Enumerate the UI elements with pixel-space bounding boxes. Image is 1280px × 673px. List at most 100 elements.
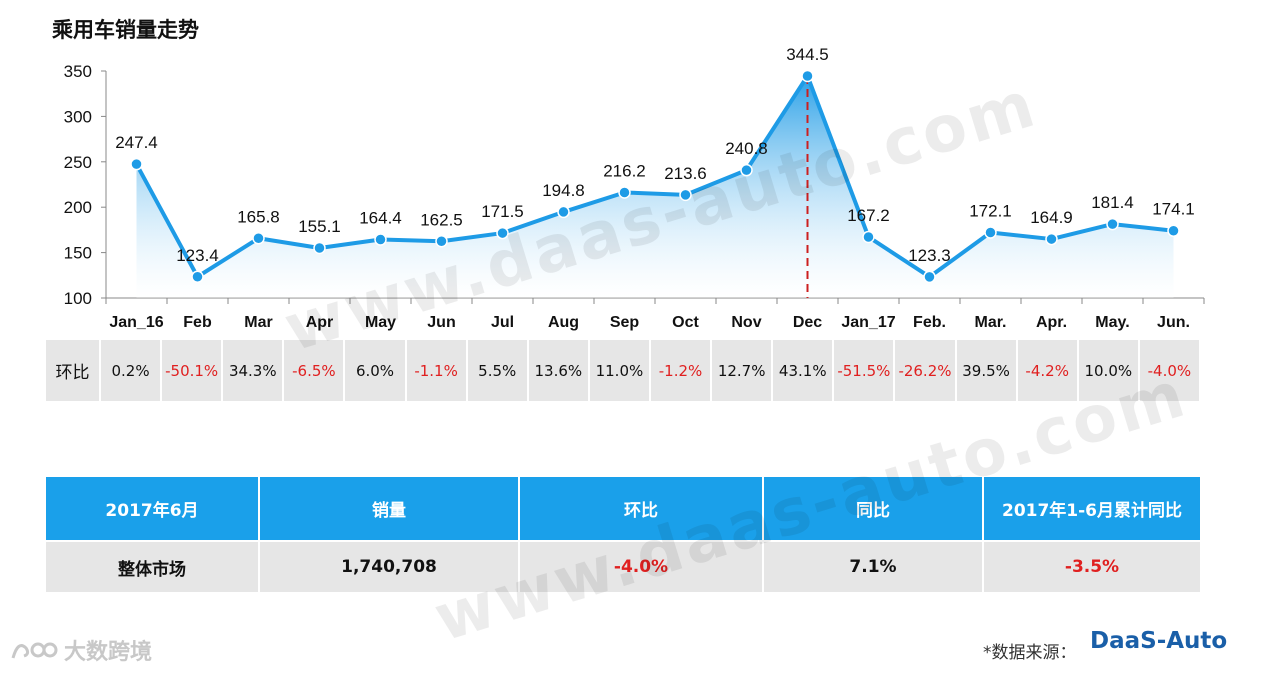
mom-cell: -6.5% [284,340,344,401]
data-point [496,226,509,240]
x-tick-label: Nov [731,314,761,331]
data-label: 167.2 [847,206,890,225]
y-axis: 350 300 250 200 150 100 [64,62,107,308]
y-tick-label: 150 [64,244,92,263]
summary-header-period: 2017年6月 [46,477,260,540]
daas-auto-logo: DaaS-Auto [1090,628,1227,654]
y-tick-label: 300 [64,107,92,126]
data-label: 240.8 [725,139,768,158]
brand-left-text: 大数跨境 [64,640,153,665]
mom-cell: 0.2% [101,340,161,401]
data-label: 247.4 [115,133,158,152]
data-point [191,270,204,284]
data-point [1045,232,1058,246]
mom-cell: -51.5% [834,340,894,401]
summary-ytd-yoy-value: -3.5% [984,540,1200,592]
sales-trend-chart: 350 300 250 200 150 100 Jan_16 Feb Mar Apr May Jun… [64,45,1205,331]
summary-header-sales: 销量 [260,477,520,540]
data-label: 123.4 [176,246,219,265]
y-tick-label: 200 [64,198,92,217]
data-label: 216.2 [603,161,646,180]
x-tick-label: Jul [491,314,514,331]
mom-cell: -4.2% [1017,340,1077,401]
mom-cell: 12.7% [712,340,772,401]
y-tick-label: 250 [64,153,92,172]
x-axis: Jan_16 Feb Mar Apr May Jun Jul Aug Sep Oct Nov Dec J… [105,297,1205,331]
summary-header-row: 2017年6月 销量 环比 同比 2017年1-6月累计同比 [46,477,1200,540]
mom-cell: -50.1% [162,340,222,401]
summary-mom-value: -4.0% [520,540,764,592]
data-point [130,157,143,171]
x-tick-label: Jun [427,314,455,331]
data-point [801,69,814,83]
mom-cell: 10.0% [1078,340,1138,401]
plot-area: 247.4 123.4 165.8 155.1 164.4 162.5 171.5 194.8… [115,45,1195,298]
data-point [740,163,753,177]
mom-cell: 11.0% [589,340,649,401]
mom-cell: 6.0% [345,340,405,401]
summary-market: 整体市场 [46,540,260,592]
mom-cell: 39.5% [956,340,1016,401]
sales-line [134,73,1174,279]
x-tick-label: May [365,314,396,331]
x-tick-label: Dec [793,314,822,331]
x-tick-label: Sep [610,314,640,331]
data-point [679,188,692,202]
data-label: 344.5 [786,45,829,64]
mom-row-label: 环比 [46,340,99,401]
mom-cell: 13.6% [528,340,588,401]
sales-area [136,75,1174,298]
summary-data-row: 整体市场 1,740,708 -4.0% 7.1% -3.5% [46,540,1200,592]
summary-table: 2017年6月 销量 环比 同比 2017年1-6月累计同比 整体市场 1,74… [46,477,1200,592]
chart-title: 乘用车销量走势 [52,18,199,42]
summary-header-mom: 环比 [520,477,764,540]
data-point [1167,224,1180,237]
data-label: 164.4 [359,209,402,228]
x-tick-label: Mar [244,314,272,331]
x-tick-label: Mar. [974,314,1006,331]
y-tick-label: 100 [64,289,92,308]
data-point [252,232,265,245]
data-label: 171.5 [481,202,524,221]
x-tick-label: Aug [548,314,579,331]
data-point [435,235,448,248]
mom-cell: 43.1% [773,340,833,401]
data-label: 181.4 [1091,193,1134,212]
mom-cell: -4.0% [1139,340,1199,401]
x-tick-label: Jan_16 [109,314,163,331]
x-tick-label: Oct [672,314,699,331]
data-point [984,226,997,239]
x-tick-label: Feb [183,314,212,331]
data-point [923,270,936,284]
data-point [374,233,387,246]
mom-cell: -1.1% [406,340,466,401]
data-label: 194.8 [542,181,585,200]
x-tick-label: Jun. [1157,314,1190,331]
data-label: 172.1 [969,202,1012,221]
data-point [1106,217,1119,231]
data-point [618,186,631,199]
data-label: 162.5 [420,210,463,229]
x-tick-label: Apr [306,314,334,331]
mom-cell: 5.5% [467,340,527,401]
x-tick-label: Jan_17 [841,314,895,331]
mom-cell: 34.3% [223,340,283,401]
data-point [313,241,326,255]
x-tick-label: Feb. [913,314,946,331]
summary-yoy-value: 7.1% [764,540,984,592]
summary-header-yoy: 同比 [764,477,984,540]
month-over-month-row: 环比 0.2% -50.1% 34.3% -6.5% 6.0% -1.1% 5.5% 13.6… [46,340,1199,401]
y-tick-label: 350 [64,62,92,81]
data-label: 165.8 [237,207,280,226]
x-tick-label: May. [1095,314,1129,331]
mom-cell: -1.2% [650,340,711,401]
summary-sales-value: 1,740,708 [260,540,520,592]
data-label: 174.1 [1152,200,1195,219]
mom-cell: -26.2% [895,340,955,401]
source-label: *数据来源： [983,643,1077,663]
data-label: 164.9 [1030,208,1073,227]
x-tick-label: Apr. [1036,314,1067,331]
data-label: 155.1 [298,217,341,236]
data-point [862,230,875,244]
data-point [557,205,570,219]
